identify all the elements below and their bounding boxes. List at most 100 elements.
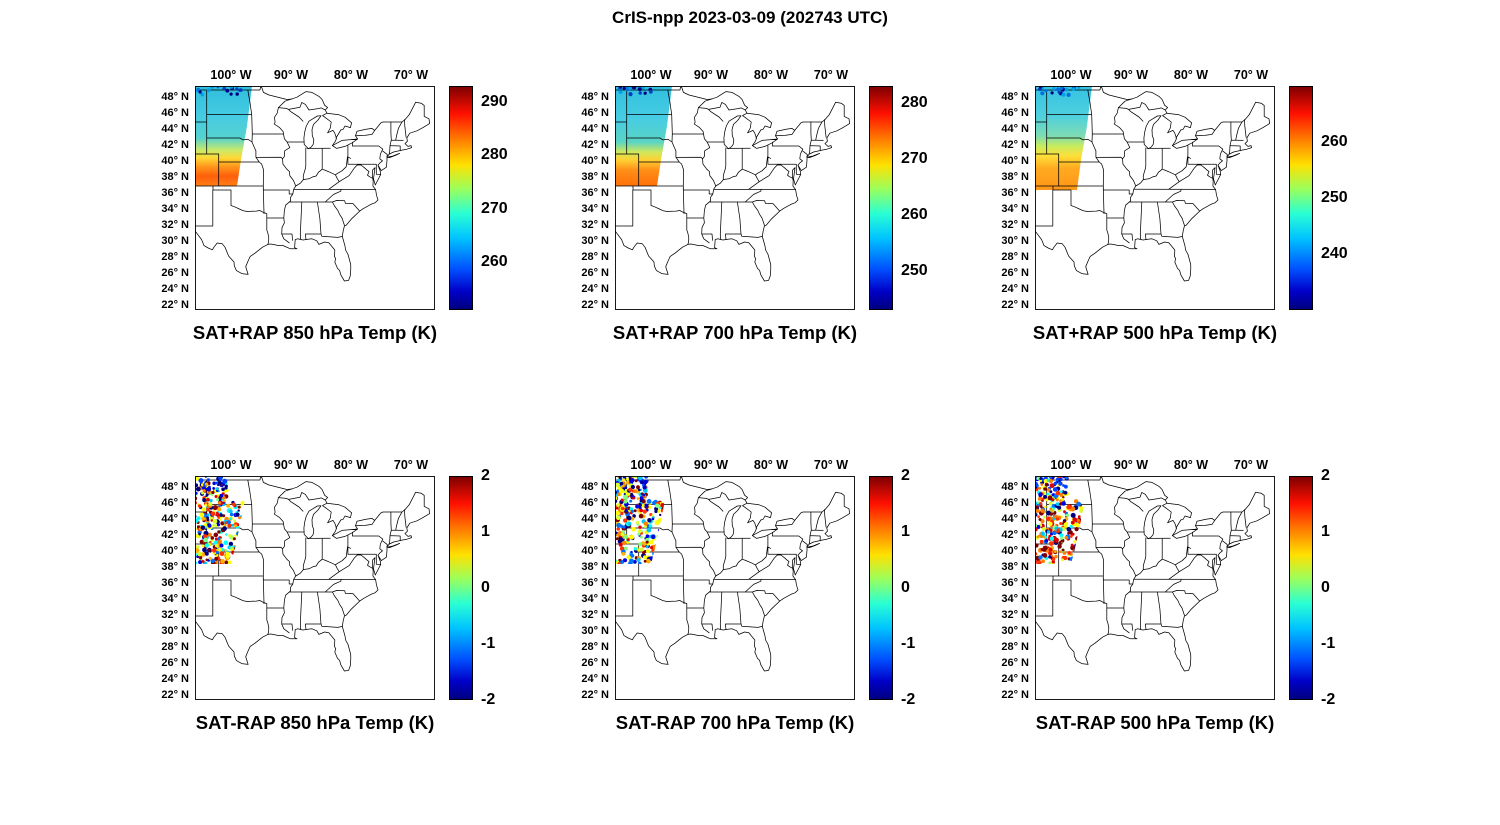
lat-tick-label: 38° N bbox=[581, 171, 609, 183]
colorbar-tick-label: -1 bbox=[901, 635, 916, 652]
lon-tick-label: 90° W bbox=[1113, 458, 1149, 472]
colorbar-tick-label: 0 bbox=[481, 579, 490, 596]
colorbar-tick-label: 270 bbox=[901, 149, 928, 167]
colorbar-tick-label: 250 bbox=[1321, 189, 1348, 206]
lat-tick-label: 48° N bbox=[581, 91, 609, 103]
lat-tick-label: 46° N bbox=[161, 497, 189, 509]
lat-tick-label: 44° N bbox=[1001, 513, 1029, 525]
panel-title: SAT-RAP 850 hPa Temp (K) bbox=[195, 712, 435, 733]
swath-dots bbox=[615, 476, 665, 564]
satellite-swath bbox=[615, 86, 672, 186]
colorbar-ticks: 2 1 0 -1 -2 bbox=[481, 448, 556, 778]
lat-tick-label: 40° N bbox=[161, 545, 189, 557]
lat-tick-label: 44° N bbox=[1001, 123, 1029, 135]
lat-tick-label: 32° N bbox=[1001, 609, 1029, 621]
lat-tick-label: 38° N bbox=[581, 561, 609, 573]
lon-tick-label: 90° W bbox=[693, 458, 729, 472]
lat-tick-label: 30° N bbox=[581, 235, 609, 247]
colorbar-tick-label: 2 bbox=[481, 467, 490, 484]
lat-tick-label: 26° N bbox=[581, 267, 609, 279]
lat-tick-label: 48° N bbox=[161, 481, 189, 493]
colorbar-ticks: 280 270 260 250 bbox=[901, 58, 976, 388]
colorbar-tick-label: -1 bbox=[1321, 635, 1336, 652]
lat-tick-label: 38° N bbox=[161, 561, 189, 573]
colorbar bbox=[1289, 86, 1313, 310]
colorbar-tick-label: -2 bbox=[901, 691, 916, 708]
lat-tick-label: 46° N bbox=[581, 497, 609, 509]
swath-dots bbox=[1038, 86, 1081, 97]
lat-tick-label: 22° N bbox=[581, 299, 609, 311]
colorbar-tick-label: -2 bbox=[481, 691, 496, 708]
lon-tick-label: 80° W bbox=[1173, 68, 1209, 82]
lat-tick-label: 22° N bbox=[581, 689, 609, 701]
lon-tick-label: 80° W bbox=[1173, 458, 1209, 472]
lon-tick-label: 100° W bbox=[210, 68, 252, 82]
lon-tick-label: 100° W bbox=[1050, 458, 1092, 472]
lat-tick-label: 48° N bbox=[161, 91, 189, 103]
lat-tick-label: 40° N bbox=[581, 155, 609, 167]
lon-tick-label: 80° W bbox=[753, 458, 789, 472]
lat-tick-label: 28° N bbox=[581, 251, 609, 263]
colorbar bbox=[869, 86, 893, 310]
colorbar-tick-label: 0 bbox=[1321, 579, 1330, 596]
lat-tick-label: 34° N bbox=[1001, 593, 1029, 605]
lat-tick-label: 44° N bbox=[581, 123, 609, 135]
lon-axis: 100° W 90° W 80° W 70° W bbox=[570, 458, 980, 474]
lat-tick-label: 36° N bbox=[161, 577, 189, 589]
us-map bbox=[195, 86, 435, 310]
lat-tick-label: 24° N bbox=[1001, 283, 1029, 295]
panel-title: SAT-RAP 700 hPa Temp (K) bbox=[615, 712, 855, 733]
lat-tick-label: 46° N bbox=[1001, 107, 1029, 119]
lat-tick-label: 42° N bbox=[161, 529, 189, 541]
colorbar-tick-label: 240 bbox=[1321, 245, 1348, 262]
colorbar-ticks: 2 1 0 -1 -2 bbox=[1321, 448, 1396, 778]
colorbar-ticks: 290 280 270 260 bbox=[481, 58, 556, 388]
lat-tick-label: 34° N bbox=[161, 593, 189, 605]
lat-tick-label: 34° N bbox=[1001, 203, 1029, 215]
lat-tick-label: 22° N bbox=[1001, 299, 1029, 311]
lon-axis: 100° W 90° W 80° W 70° W bbox=[150, 68, 560, 84]
lat-tick-label: 22° N bbox=[1001, 689, 1029, 701]
lat-tick-label: 24° N bbox=[1001, 673, 1029, 685]
lat-tick-label: 36° N bbox=[1001, 187, 1029, 199]
lat-tick-label: 30° N bbox=[161, 235, 189, 247]
lat-tick-label: 32° N bbox=[161, 609, 189, 621]
lat-tick-label: 28° N bbox=[161, 641, 189, 653]
panel-sat-minus-rap-700: 100° W 90° W 80° W 70° W 48° N 46° N 44° N 42°… bbox=[570, 448, 980, 778]
lon-tick-label: 70° W bbox=[1233, 458, 1269, 472]
lat-tick-label: 30° N bbox=[581, 625, 609, 637]
lat-tick-label: 28° N bbox=[1001, 251, 1029, 263]
panel-sat-plus-rap-500: 100° W 90° W 80° W 70° W 48° N 46° N 44° N 42°… bbox=[990, 58, 1400, 388]
lat-tick-label: 44° N bbox=[161, 513, 189, 525]
panel-sat-minus-rap-850: 100° W 90° W 80° W 70° W 48° N 46° N 44° N 42°… bbox=[150, 448, 560, 778]
colorbar-tick-label: 280 bbox=[481, 146, 508, 164]
colorbar bbox=[449, 86, 473, 310]
lat-tick-label: 48° N bbox=[1001, 481, 1029, 493]
lat-tick-label: 26° N bbox=[1001, 657, 1029, 669]
us-map bbox=[1035, 476, 1275, 700]
lat-tick-label: 32° N bbox=[161, 219, 189, 231]
map-frame bbox=[1035, 86, 1275, 310]
panel-sat-plus-rap-700: 100° W 90° W 80° W 70° W 48° N 46° N 44° N 42°… bbox=[570, 58, 980, 388]
lat-tick-label: 42° N bbox=[581, 139, 609, 151]
lat-tick-label: 36° N bbox=[581, 577, 609, 589]
us-map bbox=[615, 86, 855, 310]
lon-axis: 100° W 90° W 80° W 70° W bbox=[570, 68, 980, 84]
panel-title: SAT+RAP 700 hPa Temp (K) bbox=[612, 322, 858, 343]
lat-axis: 48° N 46° N 44° N 42° N 40° N 38° N 36° N 34° N… bbox=[990, 476, 1032, 701]
lat-tick-label: 38° N bbox=[161, 171, 189, 183]
lon-axis: 100° W 90° W 80° W 70° W bbox=[150, 458, 560, 474]
lat-tick-label: 24° N bbox=[581, 673, 609, 685]
lat-tick-label: 32° N bbox=[581, 609, 609, 621]
lat-tick-label: 42° N bbox=[1001, 139, 1029, 151]
lat-axis: 48° N 46° N 44° N 42° N 40° N 38° N 36° N 34° N… bbox=[150, 86, 192, 311]
lon-tick-label: 90° W bbox=[1113, 68, 1149, 82]
colorbar-tick-label: 260 bbox=[901, 205, 928, 223]
lat-tick-label: 38° N bbox=[1001, 561, 1029, 573]
lat-tick-label: 42° N bbox=[581, 529, 609, 541]
lat-tick-label: 34° N bbox=[161, 203, 189, 215]
lat-tick-label: 40° N bbox=[161, 155, 189, 167]
lat-tick-label: 26° N bbox=[1001, 267, 1029, 279]
colorbar-tick-label: 290 bbox=[481, 93, 508, 110]
colorbar-tick-label: 2 bbox=[1321, 467, 1330, 484]
